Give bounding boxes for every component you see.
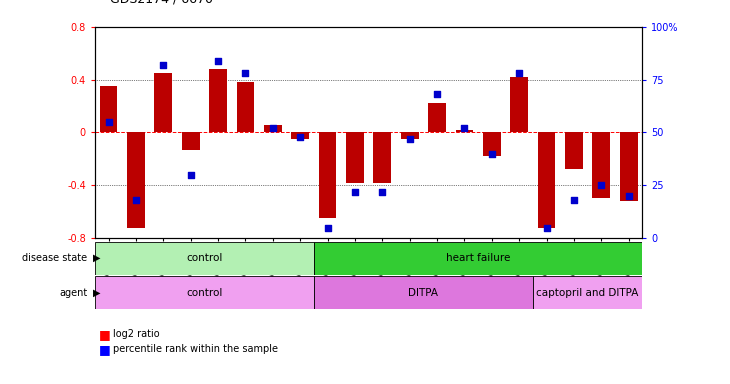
Point bbox=[623, 193, 634, 199]
Bar bbox=[314, 276, 533, 309]
Point bbox=[349, 189, 361, 195]
Bar bbox=[565, 132, 583, 169]
Bar bbox=[314, 242, 642, 275]
Text: GDS2174 / 6670: GDS2174 / 6670 bbox=[110, 0, 212, 6]
Bar bbox=[538, 132, 556, 227]
Point bbox=[404, 136, 415, 142]
Bar bbox=[483, 132, 501, 156]
Bar bbox=[95, 276, 314, 309]
Point bbox=[458, 125, 470, 131]
Point bbox=[322, 224, 334, 230]
Text: agent: agent bbox=[59, 288, 88, 298]
Point bbox=[212, 58, 224, 64]
Text: heart failure: heart failure bbox=[446, 253, 510, 263]
Bar bbox=[510, 77, 528, 132]
Text: control: control bbox=[186, 288, 223, 298]
Bar bbox=[533, 276, 642, 309]
Bar bbox=[95, 242, 314, 275]
Text: captopril and DITPA: captopril and DITPA bbox=[537, 288, 639, 298]
Text: ▶: ▶ bbox=[93, 253, 101, 263]
Text: ■: ■ bbox=[99, 343, 110, 356]
Point bbox=[596, 182, 607, 188]
Point bbox=[185, 172, 196, 178]
Point bbox=[377, 189, 388, 195]
Bar bbox=[456, 130, 473, 132]
Point bbox=[158, 62, 169, 68]
Point bbox=[513, 70, 525, 76]
Bar bbox=[100, 86, 118, 132]
Point bbox=[294, 134, 306, 140]
Point bbox=[267, 125, 279, 131]
Text: DITPA: DITPA bbox=[408, 288, 439, 298]
Bar bbox=[346, 132, 364, 183]
Point bbox=[103, 119, 115, 125]
Bar bbox=[127, 132, 145, 227]
Bar bbox=[237, 82, 254, 132]
Bar bbox=[291, 132, 309, 139]
Point bbox=[130, 197, 142, 203]
Bar bbox=[593, 132, 610, 199]
Text: ■: ■ bbox=[99, 328, 110, 341]
Bar bbox=[319, 132, 337, 218]
Text: disease state: disease state bbox=[23, 253, 88, 263]
Bar bbox=[182, 132, 199, 150]
Bar bbox=[374, 132, 391, 183]
Text: ▶: ▶ bbox=[93, 288, 101, 298]
Point bbox=[239, 70, 251, 76]
Bar bbox=[264, 124, 282, 132]
Point bbox=[431, 91, 443, 98]
Text: log2 ratio: log2 ratio bbox=[113, 329, 160, 339]
Bar bbox=[429, 103, 446, 132]
Bar bbox=[620, 132, 637, 201]
Point bbox=[568, 197, 580, 203]
Text: percentile rank within the sample: percentile rank within the sample bbox=[113, 344, 278, 354]
Text: control: control bbox=[186, 253, 223, 263]
Point bbox=[486, 151, 498, 157]
Bar bbox=[210, 69, 227, 132]
Bar bbox=[401, 132, 418, 139]
Point bbox=[541, 224, 553, 230]
Bar bbox=[155, 73, 172, 132]
